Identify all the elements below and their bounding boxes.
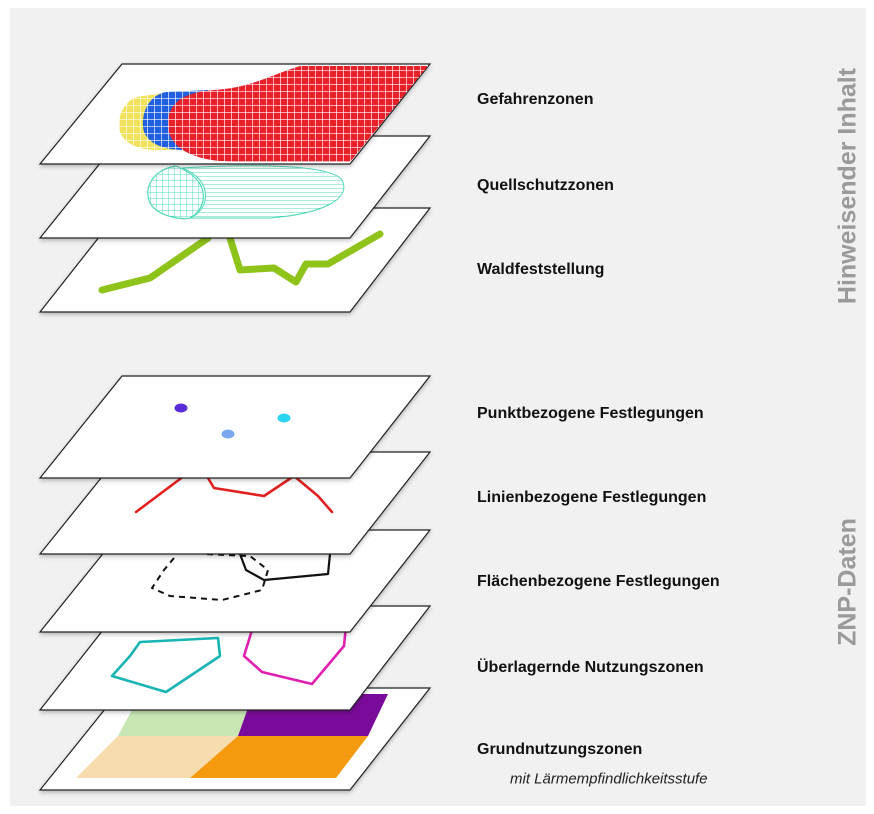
point-feature-cyan <box>277 413 291 423</box>
zone-beige <box>76 736 238 778</box>
forest-line <box>98 234 212 294</box>
layer-label-waldfeststellung: Waldfeststellung <box>477 261 605 278</box>
line-feature-red-2 <box>206 474 334 514</box>
layer-grundnutzungszonen <box>38 687 432 791</box>
group-title-hinweisender-inhalt: Hinweisender Inhalt <box>833 67 862 305</box>
forest-line-2 <box>226 230 384 286</box>
hazard-zone-red <box>168 66 428 162</box>
layer-punktbezogene-festlegungen <box>38 375 432 479</box>
point-feature-blue <box>221 429 235 439</box>
layer-label-flaechenbezogene: Flächenbezogene Festlegungen <box>477 573 720 590</box>
layer-label-grundnutzungszonen: Grundnutzungszonen <box>477 741 643 758</box>
layer-label-ueberlagernde: Überlagernde Nutzungszonen <box>477 659 704 676</box>
group-title-znp-daten: ZNP-Daten <box>833 518 862 646</box>
overlay-zone-teal <box>110 636 222 694</box>
spring-zone-grid <box>147 165 204 220</box>
layer-sublabel-laermempfindlichkeit: mit Lärmempfindlichkeitsstufe <box>510 770 708 788</box>
layer-label-punktbezogene: Punktbezogene Festlegungen <box>477 405 704 422</box>
area-outline-solid <box>238 553 332 582</box>
layer-label-gefahrenzonen: Gefahrenzonen <box>477 91 594 108</box>
layer-label-linienbezogene: Linienbezogene Festlegungen <box>477 489 707 506</box>
layer-label-quellschutzzonen: Quellschutzzonen <box>477 177 614 194</box>
zone-orange <box>190 736 368 778</box>
line-feature-red <box>134 474 186 514</box>
zone-light-green <box>118 706 253 736</box>
area-outline-dashed <box>151 553 269 601</box>
layer-gefahrenzonen <box>38 63 432 165</box>
spring-zone-hatched <box>181 165 345 219</box>
point-feature-purple <box>174 403 188 413</box>
